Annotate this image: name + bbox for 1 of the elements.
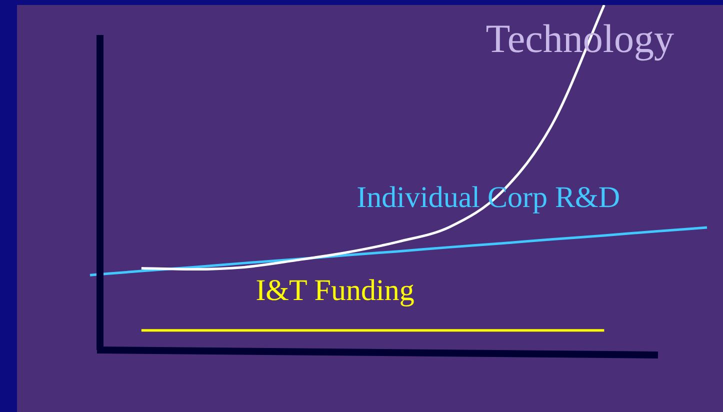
series-label: I&T Funding bbox=[256, 274, 414, 307]
